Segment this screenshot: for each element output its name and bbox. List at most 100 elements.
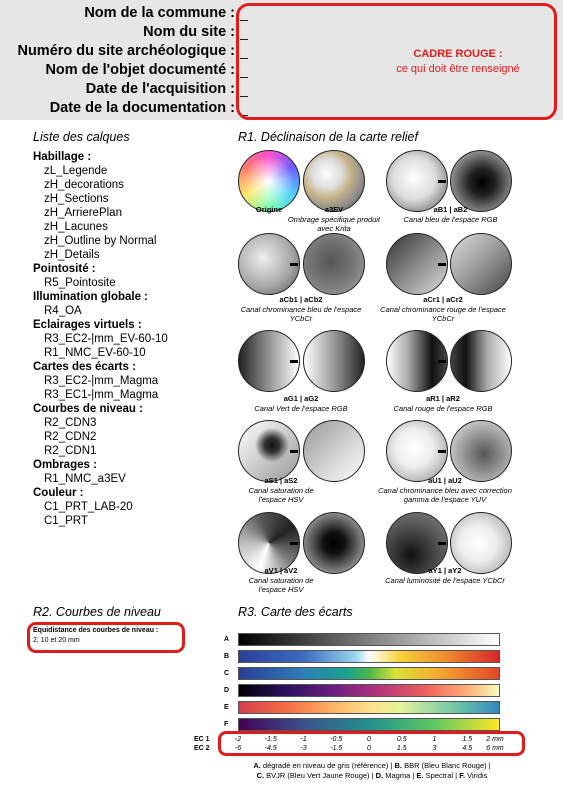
bar-label-c: C: [224, 670, 230, 677]
legend-key: C.: [256, 771, 265, 780]
header-field-value[interactable]: _: [240, 24, 248, 40]
ec2-tick-label: -3: [300, 745, 307, 752]
bar-label-d: D: [224, 687, 230, 694]
legend-key: B.: [394, 761, 403, 770]
pair-dash: [290, 360, 298, 363]
legend-line-1: A. dégradé en niveau de gris (référence)…: [222, 761, 522, 771]
relief-av-code: aV1 | aV2: [264, 566, 298, 575]
layer-group-title: Illumination globale :: [33, 291, 148, 303]
layer-item: C1_PRT_LAB-20: [44, 501, 133, 513]
layer-item: R2_CDN1: [44, 445, 97, 457]
relief-av-desc: Canal saturation de l'espace HSV: [248, 575, 314, 595]
ec2-label: EC 2: [194, 745, 210, 752]
ec2-tick-label: 1.5: [396, 745, 407, 752]
relief-ab2-thumb: [450, 150, 512, 212]
layer-group-title: Ombrages :: [33, 459, 97, 471]
layer-item: R3_EC1-|mm_Magma: [44, 389, 159, 401]
r2-red-frame: [27, 622, 185, 653]
relief-as1-thumb: [238, 420, 300, 482]
relief-ar-desc: Canal rouge de l'espace RGB: [393, 403, 493, 413]
ec2-tick-label: -1.5: [330, 745, 343, 752]
layer-group-title: Pointosité :: [33, 263, 96, 275]
ec1-tick-label: 2 mm: [486, 736, 504, 743]
ec1-tick-label: -2: [234, 736, 242, 743]
relief-acb1-thumb: [238, 233, 300, 295]
colormap-e-bar: [238, 701, 500, 714]
header-field-label: Date de la documentation :: [49, 100, 235, 116]
relief-as-desc: Canal saturation de l'espace HSV: [248, 485, 314, 505]
ec1-tick-label: -0.5: [330, 736, 343, 743]
relief-a3ev-code: a3EV: [324, 205, 344, 214]
relief-origine-thumb: [238, 150, 300, 212]
relief-ay2-thumb: [450, 512, 512, 574]
relief-av1-thumb: [238, 512, 300, 574]
ec1-label: EC 1: [194, 736, 210, 743]
relief-acb2-thumb: [303, 233, 365, 295]
header-field-label: Nom du site :: [143, 24, 235, 40]
layer-item: R1_NMC_a3EV: [44, 473, 126, 485]
ec2-tick-label: -4.5: [264, 745, 277, 752]
pair-dash: [290, 263, 298, 266]
relief-ag-code: aG1 | aG2: [283, 394, 319, 403]
relief-a3ev-thumb: [303, 150, 365, 212]
relief-au-code: aU1 | aU2: [428, 476, 462, 485]
header-field-label: Numéro du site archéologique :: [17, 43, 235, 59]
pair-dash: [438, 180, 446, 183]
bar-label-b: B: [224, 653, 230, 660]
header-field-label: Nom de l'objet documenté :: [45, 62, 235, 78]
header-field-value[interactable]: _: [240, 43, 248, 59]
layer-item: R1_NMC_EV-60-10: [44, 347, 146, 359]
layers-title: Liste des calques: [33, 130, 130, 144]
legend-key: A.: [253, 761, 261, 770]
relief-ag-desc: Canal Vert de l'espace RGB: [254, 403, 348, 413]
relief-av2-thumb: [303, 512, 365, 574]
legend-text: Spectral |: [423, 771, 460, 780]
pair-dash: [438, 450, 446, 453]
ec1-tick-label: -1.5: [264, 736, 277, 743]
header-field-value[interactable]: _: [240, 81, 248, 97]
layer-item: R3_EC2-|mm_EV-60-10: [44, 333, 168, 345]
relief-ar-code: aR1 | aR2: [426, 394, 460, 403]
layer-item: R3_EC2-|mm_Magma: [44, 375, 159, 387]
ec1-tick-label: 0.5: [396, 736, 407, 743]
relief-a3ev-desc: Ombrage spécifique produit avec Krita: [287, 214, 381, 234]
layer-item: zH_decorations: [44, 179, 124, 191]
legend-key: F.: [459, 771, 466, 780]
relief-ay1-thumb: [386, 512, 448, 574]
r3-title: R3. Carte des écarts: [238, 605, 353, 619]
layer-item: zH_Lacunes: [44, 221, 108, 233]
legend-text: BBR (Bleu Blanc Rouge) |: [402, 761, 491, 770]
layer-item: R2_CDN2: [44, 431, 97, 443]
relief-ay-code: aY1 | aY2: [428, 566, 462, 575]
layer-item: zH_Details: [44, 249, 100, 261]
relief-acb-desc: Canal chrominance bleu de l'espace YCbCr: [240, 304, 362, 324]
relief-ab-code: aB1 | aB2: [433, 205, 468, 214]
relief-au1-thumb: [386, 420, 448, 482]
layer-item: C1_PRT: [44, 515, 88, 527]
red-frame: [236, 3, 557, 120]
relief-ay-desc: Canal luminosité de l'espace YCbCr: [385, 575, 505, 585]
legend-text: Magma |: [383, 771, 417, 780]
layer-group-title: Couleur :: [33, 487, 84, 499]
colormap-b-bar: [238, 650, 500, 663]
r2-title: R2. Courbes de niveau: [33, 605, 161, 619]
relief-acb-code: aCb1 | aCb2: [279, 295, 323, 304]
layer-group-title: Eclairages virtuels :: [33, 319, 142, 331]
relief-ag1-thumb: [238, 330, 300, 392]
header-field-value[interactable]: _: [240, 62, 248, 78]
ec2-tick-label: 6 mm: [486, 745, 504, 752]
colormap-d-bar: [238, 684, 500, 697]
ec2-tick-label: 0: [367, 745, 371, 752]
layer-item: R5_Pointosite: [44, 277, 116, 289]
relief-ab-desc: Canal bleu de l'espace RGB: [403, 214, 498, 224]
relief-ab1-thumb: [386, 150, 448, 212]
r3-red-frame: [218, 731, 525, 756]
r2-box-label: Equidistance des courbes de niveau :: [33, 627, 159, 634]
red-frame-subtitle: ce qui doit être renseigné: [396, 63, 520, 75]
relief-as-code: aS1 | aS2: [264, 476, 298, 485]
layer-item: R4_OA: [44, 305, 82, 317]
bar-label-e: E: [224, 704, 229, 711]
ec1-tick-label: -1: [300, 736, 307, 743]
layer-group-title: Courbes de niveau :: [33, 403, 143, 415]
layer-item: zL_Legende: [44, 165, 108, 177]
